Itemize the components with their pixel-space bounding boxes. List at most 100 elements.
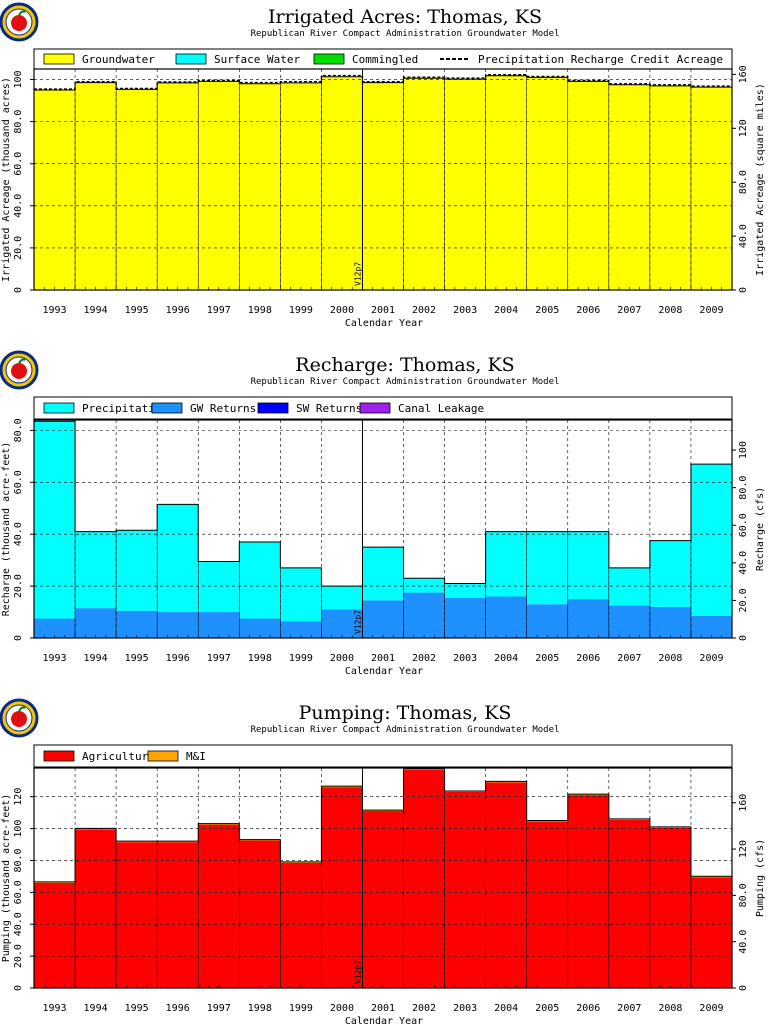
y2-tick-label: 100 bbox=[738, 441, 749, 459]
bar-segment bbox=[649, 540, 691, 607]
x-tick-label: 2008 bbox=[658, 305, 682, 316]
bar-segment bbox=[75, 829, 117, 988]
bar-segment bbox=[116, 89, 158, 290]
chart-title: Recharge: Thomas, KS bbox=[295, 354, 514, 376]
bar-segment bbox=[198, 81, 240, 291]
apple-icon bbox=[11, 363, 27, 379]
bar-segment bbox=[444, 79, 486, 290]
bar-segment bbox=[526, 604, 568, 638]
x-axis-label: Calendar Year bbox=[345, 666, 423, 677]
x-tick-label: 2005 bbox=[535, 653, 559, 664]
x-tick-label: 1999 bbox=[289, 305, 313, 316]
bar-segment bbox=[403, 78, 445, 290]
version-annotation: V12p7 bbox=[353, 262, 362, 286]
bar-segment bbox=[321, 586, 363, 610]
bar-segment bbox=[444, 583, 486, 598]
bar-segment bbox=[485, 531, 527, 597]
x-tick-label: 2006 bbox=[576, 653, 600, 664]
y2-tick-label: 0 bbox=[738, 287, 749, 293]
bar-segment bbox=[239, 618, 281, 638]
x-tick-label: 2003 bbox=[453, 305, 477, 316]
legend-label: Surface Water bbox=[214, 53, 300, 66]
x-tick-label: 1996 bbox=[166, 653, 190, 664]
bar-segment bbox=[403, 578, 445, 593]
bar-segment bbox=[608, 567, 650, 606]
bar-segment bbox=[567, 599, 609, 638]
x-tick-label: 1994 bbox=[84, 653, 108, 664]
bar-segment bbox=[157, 612, 199, 638]
y2-axis-label: Recharge (cfs) bbox=[755, 487, 766, 571]
chart-subtitle: Republican River Compact Administration … bbox=[251, 725, 560, 735]
legend-swatch bbox=[151, 402, 183, 414]
y-tick-label: 0 bbox=[13, 635, 24, 641]
chart-subtitle: Republican River Compact Administration … bbox=[251, 29, 560, 39]
bar-segment bbox=[198, 612, 240, 638]
x-tick-label: 1993 bbox=[42, 653, 66, 664]
bar-segment bbox=[403, 769, 445, 988]
y2-tick-label: 0 bbox=[738, 985, 749, 991]
x-tick-label: 2005 bbox=[535, 1003, 559, 1014]
bar-segment bbox=[649, 606, 691, 638]
x-tick-label: 1998 bbox=[248, 1003, 272, 1014]
y-tick-label: 60.0 bbox=[13, 880, 24, 904]
x-tick-label: 2001 bbox=[371, 1003, 395, 1014]
y-tick-label: 80.0 bbox=[13, 418, 24, 442]
y2-tick-label: 160 bbox=[738, 794, 749, 812]
bar-segment bbox=[485, 782, 527, 988]
y2-axis-label: Pumping (cfs) bbox=[755, 839, 766, 917]
bar-segment bbox=[198, 561, 240, 613]
bar-segment bbox=[157, 82, 199, 291]
y2-tick-label: 0 bbox=[738, 635, 749, 641]
x-tick-label: 2007 bbox=[617, 305, 641, 316]
bar-segment bbox=[362, 547, 404, 601]
y-tick-label: 60.0 bbox=[13, 152, 24, 176]
y-tick-label: 80.0 bbox=[13, 848, 24, 872]
x-tick-label: 1995 bbox=[125, 653, 149, 664]
bar-segment bbox=[157, 504, 199, 613]
legend-label: Precipitation bbox=[82, 402, 168, 415]
legend-swatch bbox=[313, 53, 345, 65]
legend-swatch bbox=[43, 750, 75, 762]
legend-label: M&I bbox=[186, 750, 206, 763]
y-axis-label: Recharge (thousand acre-feet) bbox=[1, 442, 12, 617]
bar-segment bbox=[280, 567, 322, 622]
x-tick-label: 1995 bbox=[125, 1003, 149, 1014]
bar-segment bbox=[526, 821, 568, 988]
apple-leaf-icon bbox=[18, 10, 26, 16]
x-tick-label: 2000 bbox=[330, 653, 354, 664]
legend-swatch bbox=[359, 402, 391, 414]
y-tick-label: 0 bbox=[13, 985, 24, 991]
bar-segment bbox=[321, 609, 363, 638]
y2-tick-label: 40.0 bbox=[738, 930, 749, 954]
bar-segment bbox=[690, 87, 732, 290]
bar-segment bbox=[34, 90, 76, 290]
x-tick-label: 2001 bbox=[371, 653, 395, 664]
y-axis-label: Pumping (thousand acre-feet) bbox=[1, 794, 12, 963]
x-tick-label: 1999 bbox=[289, 1003, 313, 1014]
bar-segment bbox=[157, 842, 199, 988]
credit-line bbox=[34, 74, 732, 90]
bar-segment bbox=[34, 882, 76, 988]
plot-frame bbox=[33, 767, 733, 989]
bar-segment bbox=[239, 541, 281, 619]
x-tick-label: 1997 bbox=[207, 653, 231, 664]
x-tick-label: 2003 bbox=[453, 653, 477, 664]
apple-icon bbox=[11, 15, 27, 31]
bar-segment bbox=[444, 791, 486, 988]
bar-segment bbox=[239, 83, 281, 290]
x-tick-label: 2003 bbox=[453, 1003, 477, 1014]
chart-title: Irrigated Acres: Thomas, KS bbox=[268, 6, 542, 28]
x-tick-label: 2009 bbox=[699, 305, 723, 316]
bar-segment bbox=[567, 795, 609, 988]
y-tick-label: 80.0 bbox=[13, 110, 24, 134]
bar-segment bbox=[362, 82, 404, 290]
bar-segment bbox=[34, 618, 76, 638]
x-tick-label: 1993 bbox=[42, 305, 66, 316]
y-axis-label: Irrigated Acreage (thousand acres) bbox=[1, 77, 12, 282]
y2-tick-label: 80.0 bbox=[738, 170, 749, 194]
y2-tick-label: 160 bbox=[738, 65, 749, 83]
y-tick-label: 40.0 bbox=[13, 194, 24, 218]
